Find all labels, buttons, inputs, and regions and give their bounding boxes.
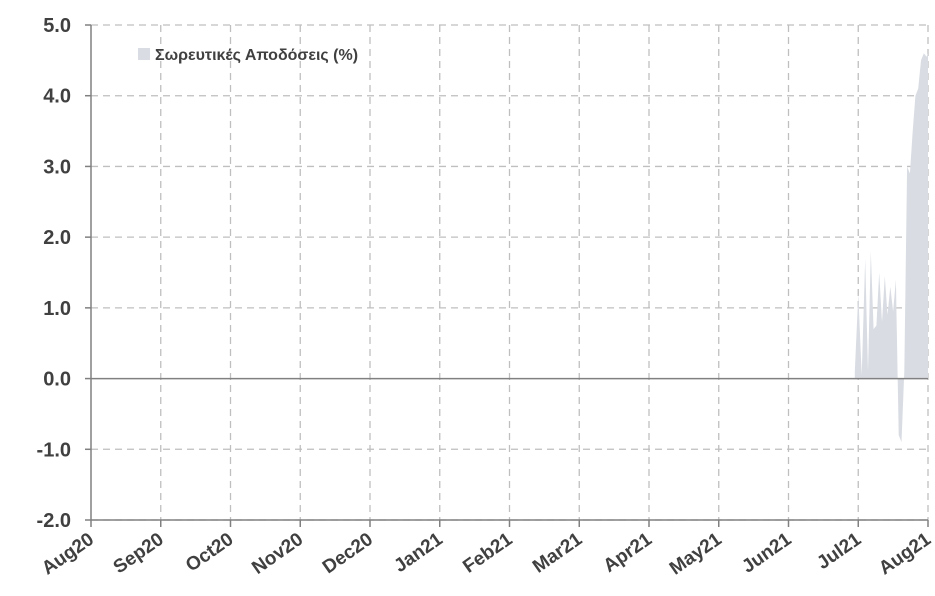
legend-swatch	[138, 48, 150, 60]
series-area-path	[854, 53, 928, 443]
x-tick-label: Oct20	[182, 529, 237, 576]
series-area	[854, 53, 928, 443]
y-tick-label: 0.0	[43, 369, 71, 391]
x-tick-label: Sep20	[110, 529, 168, 578]
x-tick-label: Dec20	[319, 529, 377, 578]
x-tick-label: Jun21	[738, 529, 795, 578]
x-tick-label: Aug21	[875, 529, 935, 580]
x-tick-label: Apr21	[600, 529, 657, 577]
y-tick-label: 2.0	[43, 227, 71, 249]
y-tick-label: -1.0	[37, 439, 71, 461]
x-tick-label: Jul21	[813, 529, 865, 574]
y-tick-label: -2.0	[37, 510, 71, 532]
legend: Σωρευτικές Αποδόσεις (%)	[138, 47, 358, 64]
legend-label: Σωρευτικές Αποδόσεις (%)	[155, 47, 358, 64]
x-tick-label: May21	[666, 529, 726, 580]
x-tick-label: Feb21	[459, 529, 516, 578]
y-tick-labels: -2.0 -1.0 0.0 1.0 2.0 3.0 4.0 5.0	[37, 15, 71, 532]
x-tick-labels: Aug20 Sep20 Oct20 Nov20 Dec20 Jan21 Feb21 Mar21…	[38, 529, 935, 580]
x-tick-label: Aug20	[38, 529, 98, 580]
x-tick-label: Jan21	[390, 529, 447, 577]
axes	[85, 24, 929, 527]
y-tick-label: 4.0	[43, 86, 71, 108]
y-tick-label: 5.0	[43, 15, 71, 37]
y-tick-label: 1.0	[43, 298, 71, 320]
x-tick-label: Mar21	[529, 529, 586, 578]
y-tick-label: 3.0	[43, 156, 71, 178]
gridlines	[91, 24, 929, 521]
x-tick-label: Nov20	[248, 529, 307, 579]
